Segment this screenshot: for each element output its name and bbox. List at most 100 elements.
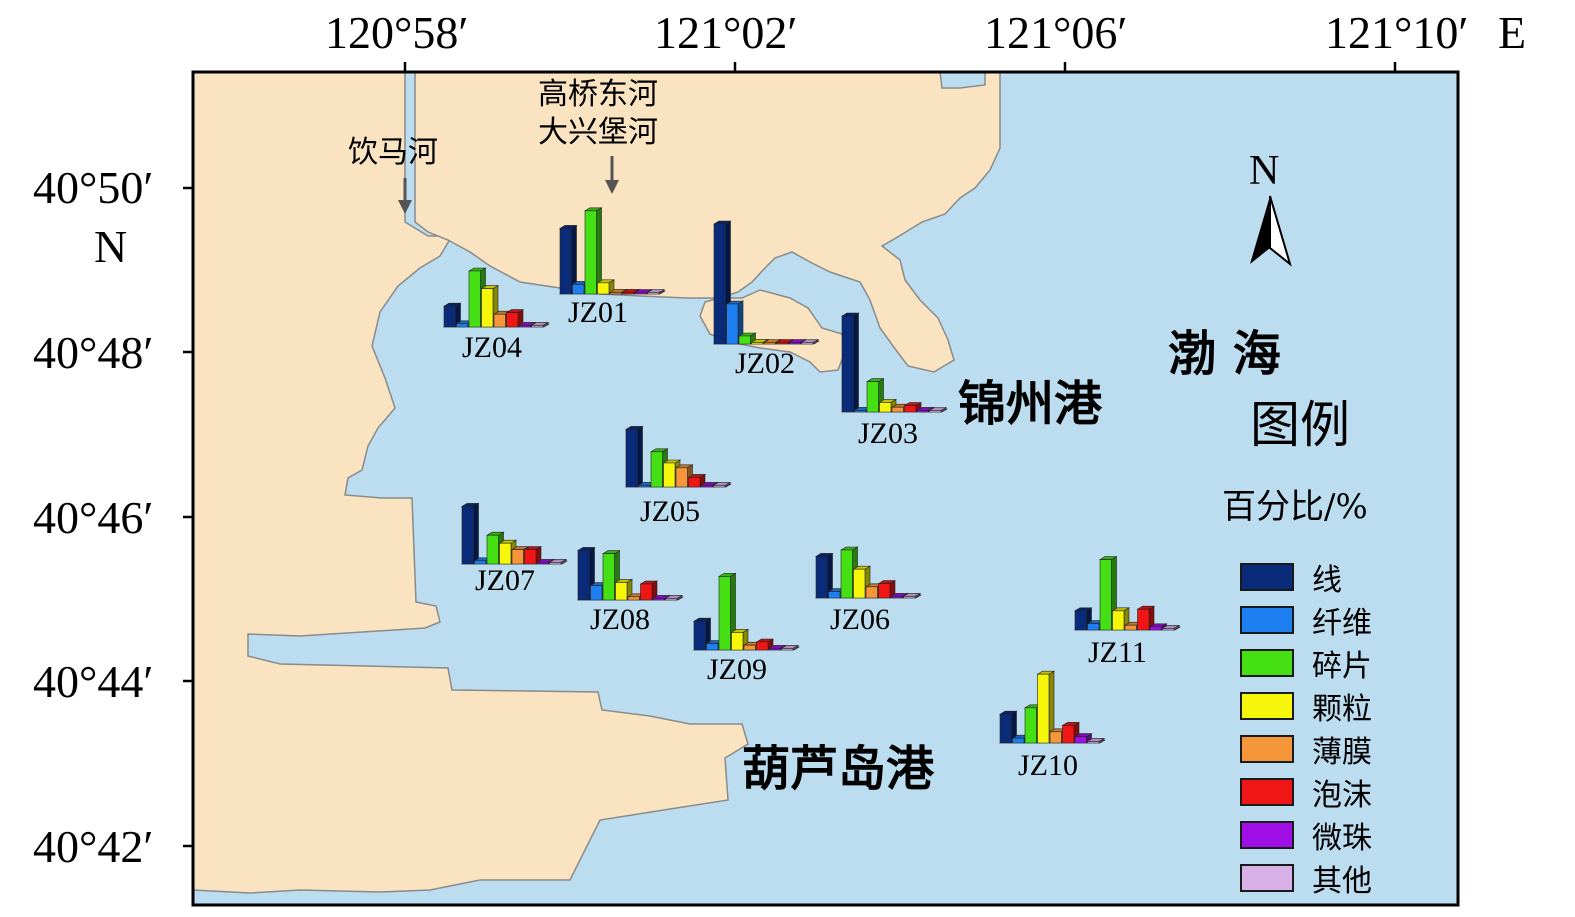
legend-label: 其他 <box>1312 864 1372 899</box>
bar-front <box>597 282 610 295</box>
bar-front <box>879 402 892 413</box>
bar-front <box>1087 741 1100 744</box>
bar-front <box>499 542 512 565</box>
bar-jz07-0 <box>460 502 480 565</box>
bar-front <box>559 228 572 295</box>
lon-ticks <box>403 62 1397 72</box>
bar-front <box>1162 628 1175 631</box>
bar-jz01-5 <box>621 288 641 295</box>
bar-side <box>853 312 859 413</box>
legend-title: 图例 <box>1250 396 1350 454</box>
bar-jz03-2 <box>865 378 885 413</box>
bar-front <box>652 598 665 601</box>
bar-jz05-7 <box>712 481 732 488</box>
bar-front <box>693 620 706 651</box>
station-chart-jz06 <box>814 546 923 599</box>
bar-jz05-5 <box>687 473 707 488</box>
legend-item-fragment: 碎片 <box>1240 646 1372 684</box>
bar-jz10-3 <box>1036 670 1056 744</box>
legend-label: 线 <box>1312 563 1342 598</box>
bar-front <box>854 410 867 413</box>
bar-front <box>815 556 828 599</box>
bar-jz05-0 <box>624 425 644 488</box>
bar-front <box>634 292 647 295</box>
sea-label: 渤 海 <box>1168 326 1281 382</box>
north-arrow-label: N <box>1249 148 1280 194</box>
bar-jz01-7 <box>646 288 666 295</box>
bar-front <box>763 342 776 345</box>
legend-label: 薄膜 <box>1312 735 1372 770</box>
legend-swatch <box>1240 563 1294 591</box>
bar-front <box>866 381 879 413</box>
bar-jz07-5 <box>523 546 543 565</box>
station-chart-jz11 <box>1073 556 1182 631</box>
bar-jz01-0 <box>558 224 578 295</box>
bar-front <box>891 406 904 413</box>
lon-label-4: 121°10′ <box>1325 7 1469 58</box>
legend-swatch <box>1240 864 1294 892</box>
bar-front <box>1024 707 1037 744</box>
bar-front <box>609 292 622 295</box>
legend-label: 泡沫 <box>1312 778 1372 813</box>
station-chart-jz04 <box>442 267 551 328</box>
station-label-jz05: JZ05 <box>640 495 700 528</box>
bar-front <box>536 562 549 565</box>
bar-front <box>506 312 519 328</box>
legend-label: 碎片 <box>1312 649 1372 684</box>
bar-jz06-5 <box>877 580 897 599</box>
bar-front <box>738 335 751 345</box>
bar-front <box>461 506 474 565</box>
bar-jz09-7 <box>780 644 800 651</box>
bar-front <box>590 585 603 601</box>
bar-front <box>1049 731 1062 744</box>
bar-front <box>713 485 726 488</box>
lat-label-2: 40°48′ <box>33 327 154 378</box>
bar-front <box>456 323 469 328</box>
bar-front <box>511 549 524 565</box>
bar-jz03-3 <box>878 398 898 413</box>
station-label-jz04: JZ04 <box>462 331 522 364</box>
bar-front <box>474 560 487 565</box>
bar-jz02-7 <box>800 338 820 345</box>
bar-front <box>865 586 878 599</box>
station-chart-jz01 <box>558 207 667 295</box>
bar-jz06-7 <box>902 592 922 599</box>
bar-front <box>602 553 615 601</box>
bar-front <box>531 325 544 328</box>
land-west <box>192 71 749 894</box>
legend-item-other: 其他 <box>1240 861 1372 899</box>
bar-front <box>756 641 769 651</box>
port-label-huludao: 葫芦岛港 <box>742 741 935 797</box>
bar-front <box>1099 559 1112 631</box>
bar-front <box>665 598 678 601</box>
bar-front <box>929 410 942 413</box>
bar-front <box>841 315 854 413</box>
bar-front <box>878 583 891 599</box>
station-bar-charts <box>442 207 1182 744</box>
bar-front <box>688 477 701 488</box>
river-label-yinma: 饮马河 <box>348 135 438 170</box>
bar-front <box>700 485 713 488</box>
river-label-daxingbao: 大兴堡河 <box>538 115 658 150</box>
legend-item-foam: 泡沫 <box>1240 775 1372 813</box>
river-pointer-gaoqiao <box>605 156 619 194</box>
station-label-jz03: JZ03 <box>858 417 918 450</box>
bar-front <box>443 305 456 328</box>
legend-item-line: 线 <box>1240 560 1342 598</box>
bar-jz10-7 <box>1086 737 1106 744</box>
bar-front <box>916 410 929 413</box>
lat-label-3: 40°46′ <box>33 492 154 543</box>
lat-label-4: 40°44′ <box>33 656 154 707</box>
bar-jz07-7 <box>548 558 568 565</box>
bar-front <box>468 270 481 328</box>
bar-front <box>1074 736 1087 744</box>
bar-front <box>718 576 731 651</box>
bar-front <box>577 550 590 601</box>
bar-front <box>751 342 764 345</box>
lon-label-3: 121°06′ <box>984 7 1128 58</box>
bar-front <box>1087 623 1100 631</box>
station-chart-jz07 <box>460 502 569 565</box>
station-label-jz01: JZ01 <box>568 296 628 329</box>
bar-front <box>903 596 916 599</box>
